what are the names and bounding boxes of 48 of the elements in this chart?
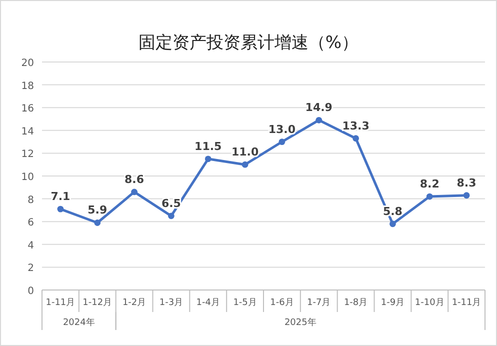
point: [204, 156, 212, 162]
x-tick-label: 1-12月: [82, 298, 112, 308]
point: [352, 135, 359, 142]
y-tick-label: 6: [28, 218, 34, 229]
point: [278, 138, 286, 145]
point: [168, 212, 174, 220]
data-label: 11.5: [194, 140, 222, 153]
y-tick-label: 8: [28, 194, 34, 206]
data-label: 11.0: [231, 146, 259, 159]
x-tick-label: 1-6月: [270, 298, 294, 308]
y-tick-label: 12: [21, 149, 34, 160]
data-label: 8.3: [456, 176, 476, 190]
y-tick-label: 0: [28, 286, 34, 297]
y-tick-label: 20: [21, 58, 34, 69]
x-tick-label: 1-11月: [46, 298, 76, 308]
chart-title: 固定资产投资累计增速（%）: [138, 33, 359, 53]
point: [131, 188, 138, 196]
x-tick-label: 1-9月: [380, 298, 405, 308]
data-label: 5.9: [88, 204, 108, 217]
y-tick-label: 2: [28, 263, 34, 274]
x-tick-label: 1-4月: [196, 298, 220, 308]
data-label: 7.1: [50, 190, 70, 204]
x-tick-label: 1-5月: [233, 298, 257, 308]
data-label: 8.2: [420, 178, 440, 191]
x-tick-label: 1-8月: [344, 298, 368, 308]
x-tick-label: 1-11月: [452, 298, 482, 308]
y-tick-label: 16: [21, 104, 34, 115]
data-label: 14.9: [305, 101, 332, 114]
x-tick-label: 1-3月: [159, 298, 184, 308]
point: [242, 161, 248, 168]
x-tick-label: 1-2月: [122, 298, 146, 308]
y-tick-label: 14: [21, 126, 34, 138]
y-tick-label: 4: [28, 240, 34, 252]
point: [316, 116, 322, 124]
point: [94, 220, 101, 226]
data-label: 13.3: [342, 119, 370, 132]
data-label: 8.6: [124, 172, 144, 186]
y-tick-label: 18: [21, 80, 34, 92]
y-tick-label: 10: [21, 172, 34, 183]
x-tick-label: 1-7月: [307, 298, 331, 308]
text: 2025年: [284, 317, 316, 328]
data-label: 13.0: [268, 122, 296, 136]
point: [463, 192, 470, 199]
x-tick-label: 1-10月: [414, 298, 444, 308]
point: [57, 206, 64, 212]
point: [426, 193, 433, 200]
text: 2024年: [62, 317, 95, 328]
point: [390, 220, 396, 228]
